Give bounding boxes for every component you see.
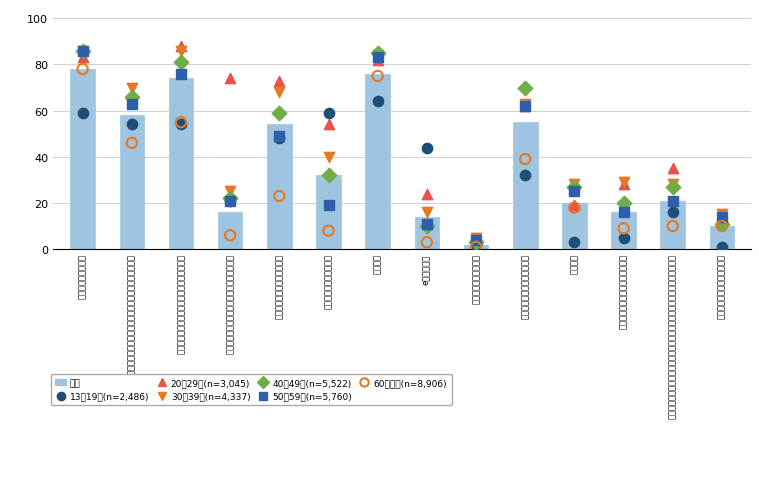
Bar: [660, 201, 685, 250]
Bar: [267, 125, 291, 250]
Point: [666, 181, 679, 189]
Bar: [710, 227, 734, 250]
Point: [323, 202, 335, 210]
Point: [470, 241, 482, 249]
Point: [175, 59, 187, 67]
Point: [224, 195, 236, 203]
Point: [273, 135, 285, 143]
Point: [470, 237, 482, 244]
Legend: 全体, 13～19歳(n=2,486), 20～29歳(n=3,045), 30～39歳(n=4,337), 40～49歳(n=5,522), 50～59歳(n: 全体, 13～19歳(n=2,486), 20～29歳(n=3,045), 30…: [51, 374, 452, 406]
Point: [77, 110, 89, 118]
Point: [175, 48, 187, 55]
Bar: [365, 74, 390, 250]
Bar: [218, 213, 242, 250]
Point: [224, 197, 236, 205]
Point: [666, 197, 679, 205]
Point: [372, 73, 384, 81]
Point: [273, 78, 285, 85]
Point: [519, 103, 531, 110]
Point: [666, 165, 679, 173]
Point: [77, 48, 89, 55]
Point: [77, 66, 89, 74]
Point: [666, 183, 679, 191]
Bar: [414, 217, 439, 250]
Point: [716, 214, 728, 221]
Point: [519, 84, 531, 92]
Bar: [119, 116, 144, 250]
Point: [568, 204, 581, 212]
Point: [273, 193, 285, 201]
Point: [420, 220, 433, 228]
Point: [716, 220, 728, 228]
Point: [618, 200, 630, 207]
Point: [519, 103, 531, 110]
Point: [323, 172, 335, 180]
Point: [568, 183, 581, 191]
Point: [420, 191, 433, 198]
Point: [323, 154, 335, 161]
Point: [420, 209, 433, 216]
Bar: [611, 213, 636, 250]
Bar: [464, 245, 488, 250]
Point: [372, 55, 384, 62]
Point: [273, 110, 285, 118]
Point: [420, 239, 433, 247]
Point: [126, 94, 138, 101]
Point: [519, 172, 531, 180]
Point: [568, 181, 581, 189]
Point: [470, 234, 482, 242]
Point: [568, 239, 581, 247]
Point: [716, 211, 728, 219]
Point: [175, 119, 187, 127]
Point: [323, 110, 335, 118]
Point: [470, 239, 482, 247]
Point: [126, 84, 138, 92]
Point: [470, 237, 482, 244]
Point: [175, 121, 187, 129]
Point: [716, 243, 728, 251]
Bar: [513, 123, 537, 250]
Bar: [562, 204, 587, 250]
Bar: [317, 176, 341, 250]
Point: [519, 156, 531, 164]
Point: [470, 243, 482, 251]
Point: [224, 188, 236, 196]
Point: [618, 209, 630, 216]
Point: [323, 121, 335, 129]
Point: [175, 43, 187, 51]
Point: [420, 223, 433, 230]
Point: [323, 228, 335, 235]
Point: [126, 96, 138, 104]
Point: [224, 232, 236, 240]
Point: [224, 197, 236, 205]
Point: [716, 223, 728, 230]
Point: [618, 225, 630, 233]
Bar: [168, 79, 194, 250]
Point: [618, 179, 630, 187]
Point: [372, 57, 384, 64]
Point: [372, 98, 384, 106]
Point: [175, 71, 187, 78]
Point: [519, 101, 531, 108]
Point: [224, 75, 236, 83]
Point: [420, 144, 433, 152]
Point: [372, 50, 384, 58]
Point: [618, 181, 630, 189]
Point: [126, 140, 138, 147]
Point: [666, 223, 679, 230]
Point: [666, 209, 679, 216]
Point: [372, 52, 384, 60]
Point: [77, 48, 89, 55]
Point: [77, 48, 89, 55]
Point: [618, 234, 630, 242]
Point: [126, 101, 138, 108]
Point: [273, 89, 285, 97]
Point: [77, 55, 89, 62]
Point: [568, 188, 581, 196]
Point: [273, 133, 285, 141]
Point: [126, 121, 138, 129]
Point: [716, 211, 728, 219]
Point: [568, 202, 581, 210]
Bar: [71, 70, 95, 250]
